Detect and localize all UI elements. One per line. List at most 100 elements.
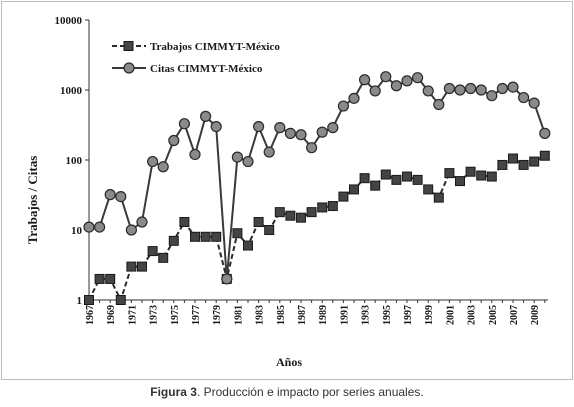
- citas-point: [189, 148, 201, 161]
- trabajos-point: [137, 261, 147, 272]
- trabajos-point: [274, 207, 285, 218]
- trabajos-point: [94, 273, 105, 284]
- trabajos-point: [168, 235, 179, 246]
- x-tick-label: 1989: [318, 305, 329, 325]
- citas-point: [242, 155, 254, 168]
- citas-point: [327, 122, 339, 134]
- citas-point: [104, 189, 116, 201]
- y-tick-label: 10000: [55, 15, 83, 27]
- trabajos-point: [370, 180, 381, 191]
- legend: Trabajos CIMMYT-México Citas CIMMYT-Méxi…: [112, 41, 280, 75]
- citas-point: [539, 127, 551, 139]
- citas-point: [93, 221, 106, 233]
- trabajos-point: [179, 217, 190, 228]
- trabajos-point: [147, 246, 158, 257]
- trabajos-point: [285, 210, 296, 221]
- x-tick-label: 1975: [170, 305, 181, 325]
- trabajos-point: [359, 173, 370, 184]
- x-tick-label: 1981: [233, 305, 244, 325]
- legend-trabajos-label: Trabajos CIMMYT-México: [150, 41, 280, 53]
- trabajos-point: [455, 176, 465, 187]
- x-tick-label: 1997: [403, 305, 414, 325]
- citas-point: [231, 151, 243, 163]
- trabajos-point: [327, 201, 338, 212]
- citas-point: [274, 122, 286, 134]
- citas-point: [475, 84, 487, 96]
- citas-point: [306, 142, 318, 154]
- trabajos-point: [476, 170, 487, 181]
- chart-border: [1, 1, 573, 380]
- trabajos-point: [84, 295, 94, 305]
- trabajos-point: [486, 171, 497, 182]
- citas-point: [136, 216, 148, 228]
- x-tick-label: 2001: [445, 305, 456, 325]
- trabajos-point: [306, 207, 317, 218]
- citas-point: [390, 80, 402, 92]
- citas-point: [528, 97, 540, 109]
- citas-point: [253, 121, 265, 133]
- citas-point: [295, 129, 307, 141]
- legend-trabajos-marker: [123, 41, 134, 51]
- x-tick-label: 1977: [191, 305, 202, 325]
- figure-caption: Figura 3. Producción e impacto por serie…: [0, 385, 574, 399]
- citas-point: [454, 84, 466, 96]
- trabajos-point: [349, 184, 359, 195]
- trabajos-point: [211, 231, 222, 242]
- citas-point: [210, 121, 222, 133]
- trabajos-point: [444, 168, 455, 179]
- citas-point: [359, 74, 371, 86]
- y-tick-label: 1000: [60, 85, 83, 97]
- trabajos-point: [529, 156, 540, 167]
- citas-point: [507, 81, 519, 93]
- trabajos-point: [264, 225, 275, 235]
- citas-point: [401, 75, 413, 87]
- citas-point: [263, 146, 275, 158]
- citas-point: [433, 98, 445, 111]
- x-tick-label: 1969: [106, 305, 117, 325]
- citas-point: [147, 155, 159, 168]
- citas-point: [348, 92, 360, 104]
- x-axis-title: Años: [276, 355, 302, 369]
- y-axis-title: Trabajos / Citas: [25, 156, 40, 245]
- trabajos-point: [200, 231, 211, 242]
- x-tick-label: 1983: [255, 305, 266, 325]
- x-tick-label: 1995: [382, 305, 393, 325]
- trabajos-point: [402, 171, 412, 182]
- x-tick-label: 2007: [509, 305, 520, 325]
- x-tick-label: 2009: [530, 305, 541, 325]
- trabajos-point: [253, 217, 264, 228]
- y-tick-label: 10: [71, 225, 83, 237]
- trabajos-point: [126, 261, 137, 272]
- x-tick-label: 1973: [149, 305, 160, 325]
- citas-point: [115, 191, 127, 203]
- citas-point: [284, 127, 296, 139]
- trabajos-point: [497, 159, 508, 170]
- citas-point: [337, 100, 349, 112]
- trabajos-point: [338, 191, 349, 202]
- citas-point: [422, 85, 434, 97]
- trabajos-point: [296, 212, 306, 223]
- citas-point: [316, 126, 328, 138]
- citas-point: [168, 134, 180, 147]
- figure-caption-number: Figura 3: [150, 385, 197, 399]
- x-tick-label: 1979: [212, 305, 223, 325]
- trabajos-point: [423, 184, 434, 195]
- citas-point: [496, 82, 508, 95]
- trabajos-point: [433, 192, 444, 203]
- trabajos-point: [380, 169, 391, 180]
- y-tick-label: 1: [77, 295, 83, 307]
- x-tick-label: 1985: [276, 305, 287, 325]
- citas-point: [465, 82, 477, 95]
- citas-point: [412, 72, 424, 84]
- trabajos-point: [158, 252, 169, 263]
- figure-caption-text: . Producción e impacto por series anuale…: [196, 385, 424, 399]
- citas-point: [83, 221, 95, 233]
- x-tick-label: 1971: [127, 305, 138, 325]
- trabajos-point: [518, 159, 529, 170]
- citas-point: [443, 82, 455, 95]
- legend-citas-label: Citas CIMMYT-México: [150, 63, 263, 75]
- x-tick-label: 1987: [297, 305, 308, 325]
- citas-point: [157, 161, 169, 173]
- trabajos-point: [105, 273, 116, 284]
